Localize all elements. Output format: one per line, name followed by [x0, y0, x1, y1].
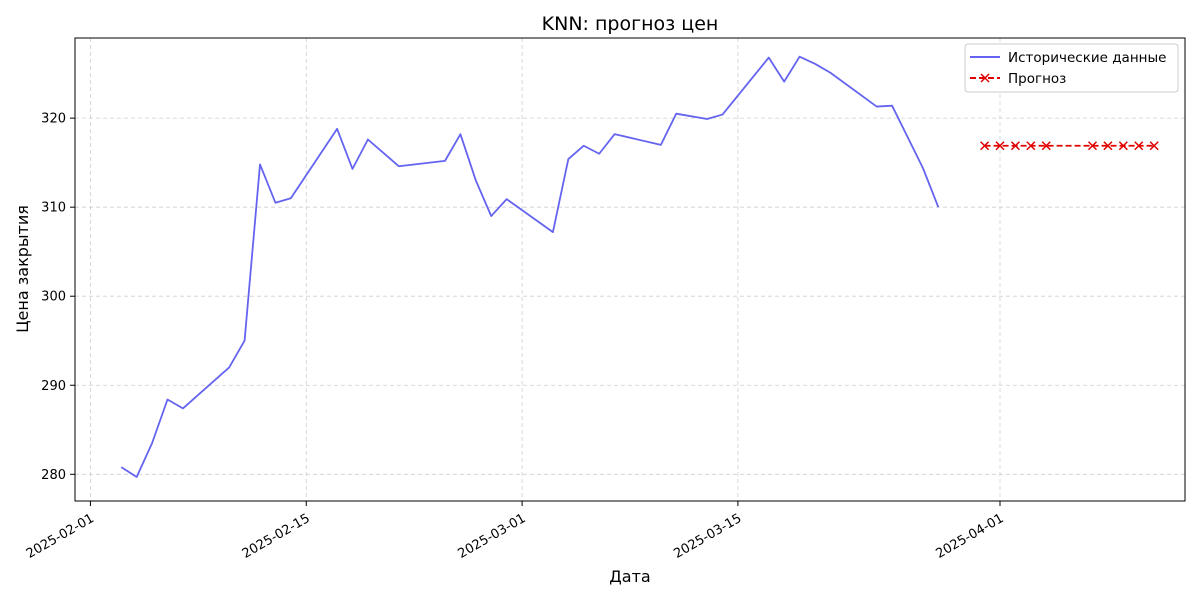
y-axis-label: Цена закрытия — [13, 205, 32, 333]
x-axis-label: Дата — [609, 567, 650, 586]
data-point-marker — [1041, 141, 1051, 151]
data-point-marker — [995, 141, 1005, 151]
y-tick-label: 310 — [41, 201, 66, 216]
data-point-marker — [1134, 141, 1144, 151]
legend-forecast-marker — [980, 73, 990, 83]
y-tick-label: 320 — [41, 112, 66, 127]
grid — [75, 38, 1185, 501]
data-point-marker — [980, 141, 990, 151]
data-point-marker — [1087, 141, 1098, 151]
plot-frame — [74, 37, 1186, 502]
y-tick-label: 280 — [41, 468, 66, 483]
chart-title: KNN: прогноз цен — [542, 13, 719, 35]
data-point-marker — [1149, 141, 1159, 151]
y-tick-label: 300 — [41, 290, 66, 305]
y-axis-ticks: 280 290 300 310 320 — [41, 112, 75, 483]
legend: Исторические данные Прогноз — [964, 43, 1179, 93]
legend-label-forecast: Прогноз — [1008, 71, 1066, 87]
data-point-marker — [1010, 141, 1020, 151]
data-point-marker — [1118, 141, 1128, 151]
series-layer — [120, 55, 1159, 478]
legend-label-historical: Исторические данные — [1008, 50, 1166, 66]
legend-box — [964, 43, 1179, 93]
y-tick-label: 290 — [41, 379, 66, 394]
data-point-marker — [1026, 141, 1036, 151]
data-point-marker — [1103, 141, 1113, 151]
legend-x-marker — [980, 73, 990, 83]
series-line-0 — [120, 55, 940, 478]
